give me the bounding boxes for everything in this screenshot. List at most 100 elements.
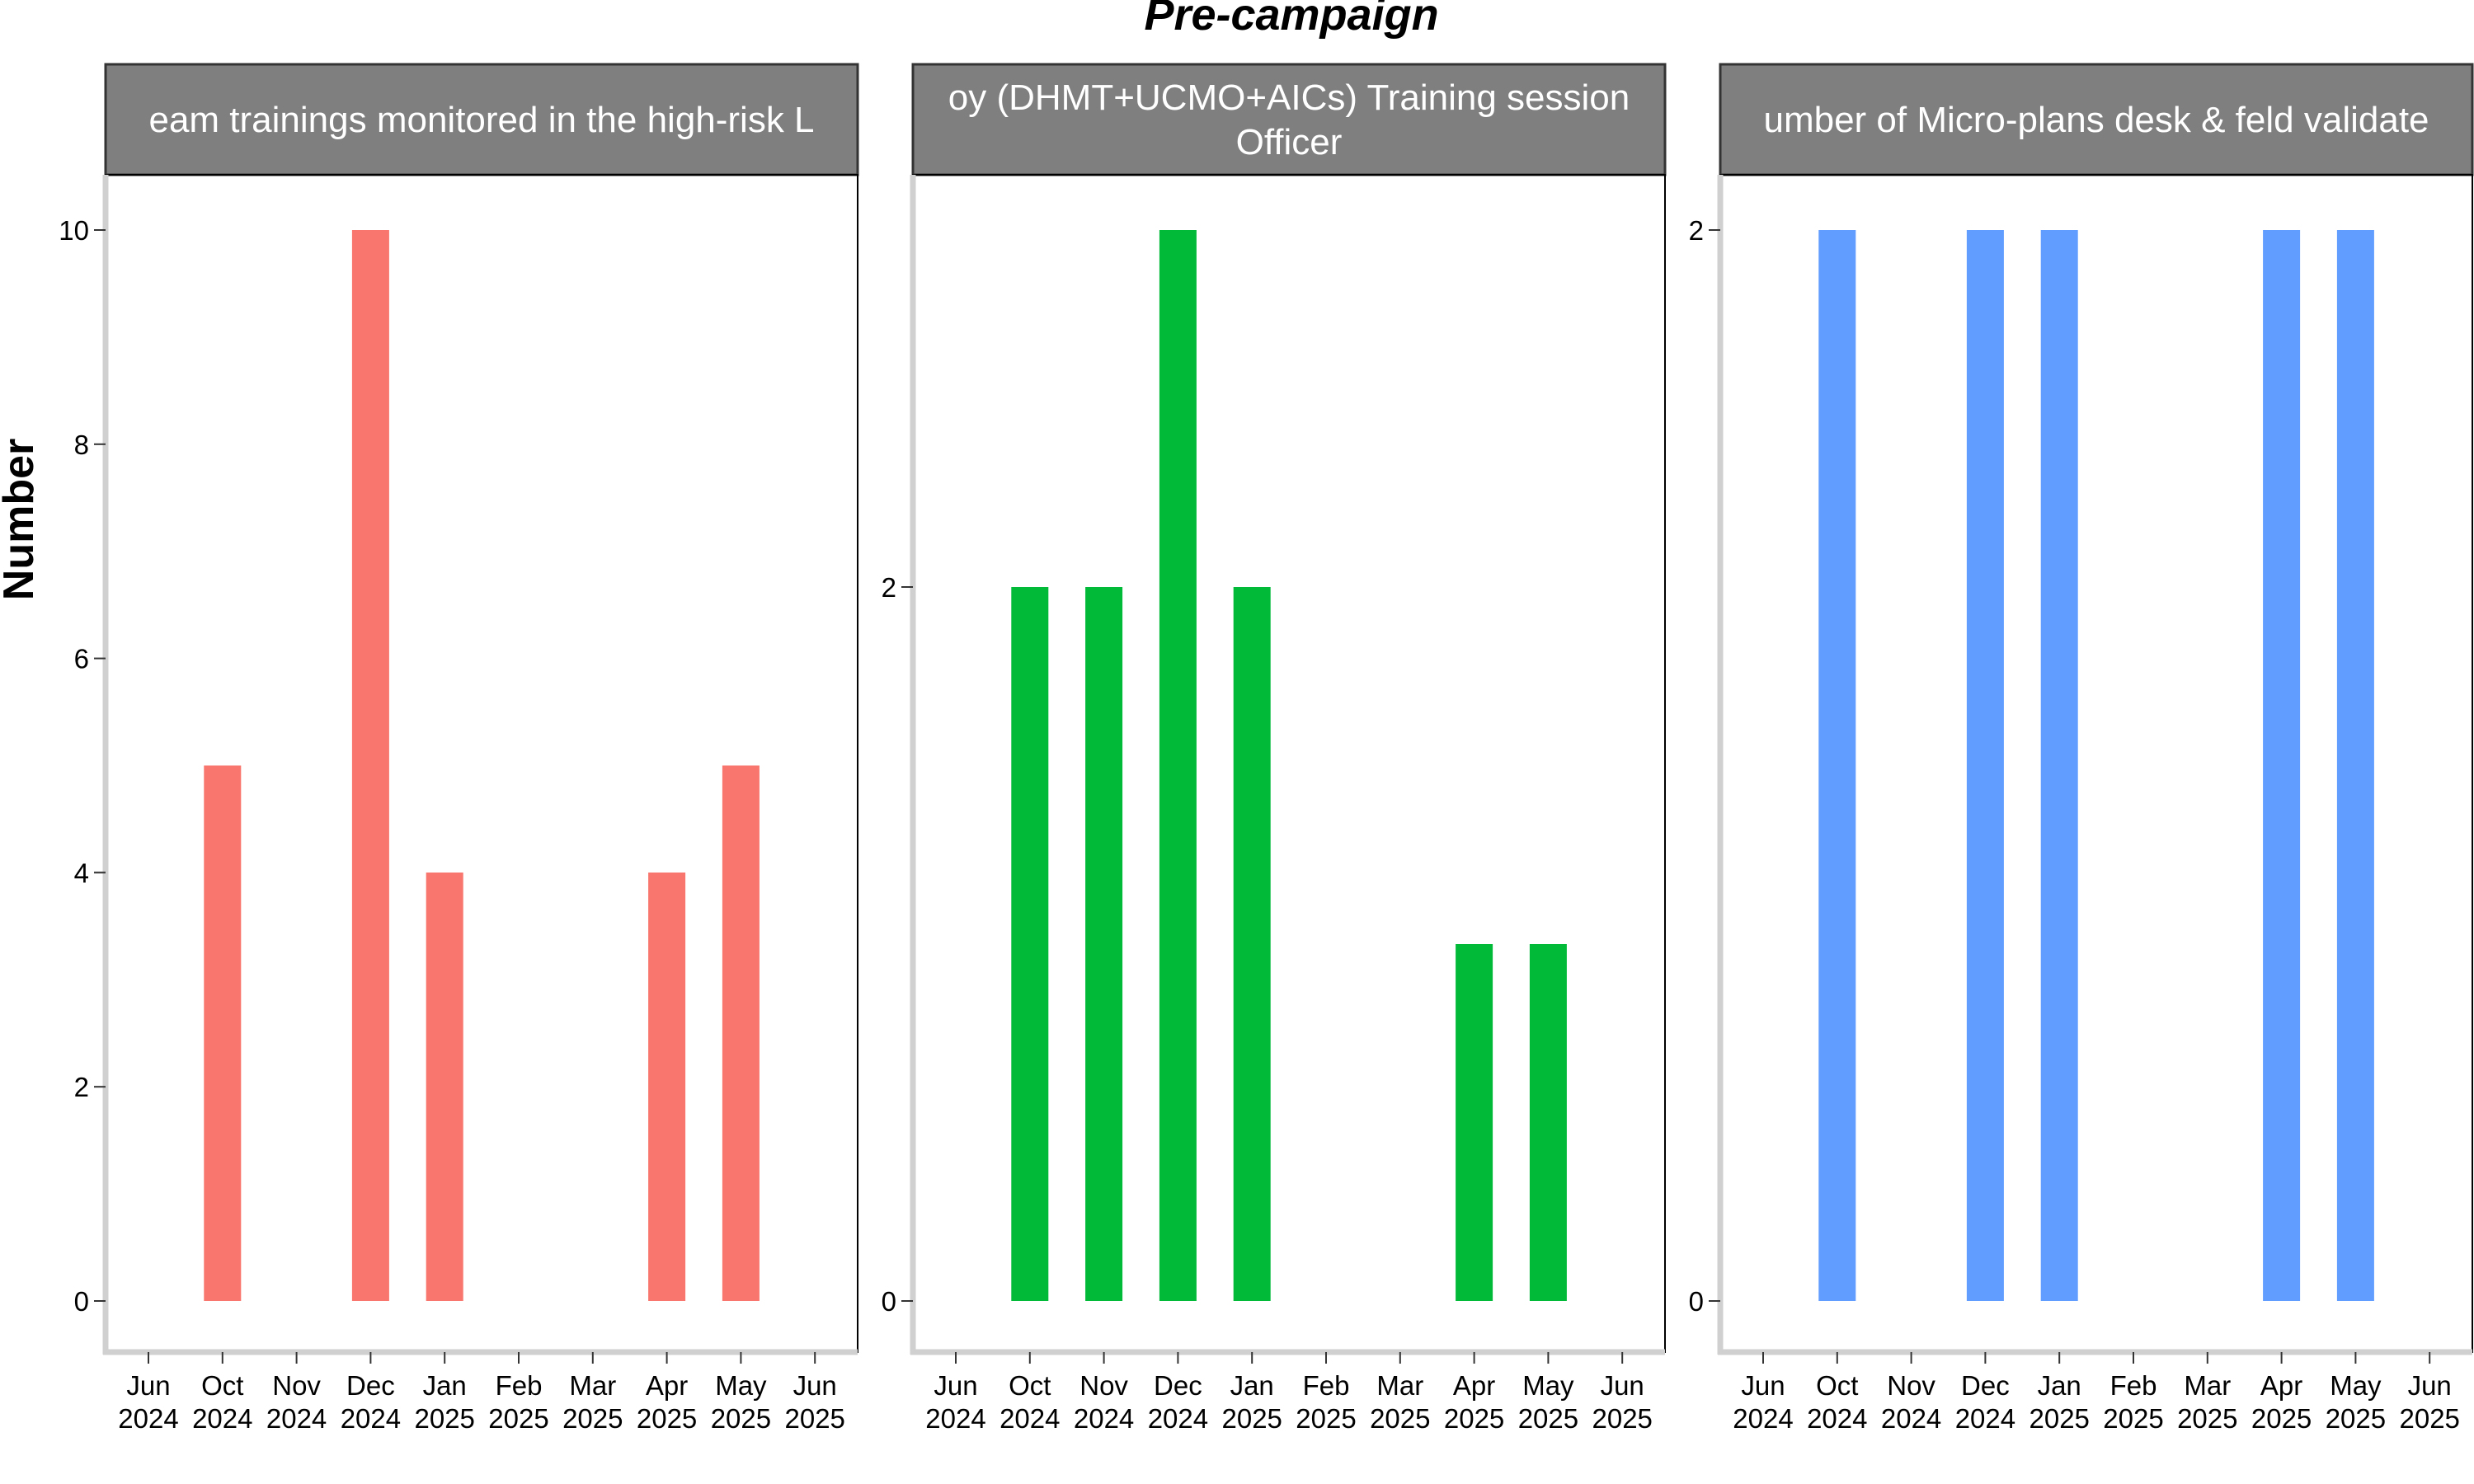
x-tick-year: 2025 bbox=[2029, 1403, 2089, 1434]
x-tick-year: 2024 bbox=[1733, 1403, 1793, 1434]
x-tick-year: 2025 bbox=[711, 1403, 771, 1434]
x-tick-year: 2024 bbox=[1074, 1403, 1134, 1434]
facet-strip-label: umber of Micro-plans desk & feld validat… bbox=[1763, 100, 2429, 140]
x-tick-month: Apr bbox=[2260, 1370, 2302, 1401]
y-tick-label: 2 bbox=[882, 572, 896, 603]
bar bbox=[648, 872, 686, 1301]
x-tick-month: Apr bbox=[1453, 1370, 1495, 1401]
x-tick-year: 2024 bbox=[1955, 1403, 2015, 1434]
x-tick-month: Oct bbox=[1816, 1370, 1858, 1401]
x-tick-month: Jun bbox=[126, 1370, 170, 1401]
x-tick-year: 2025 bbox=[637, 1403, 697, 1434]
x-tick-year: 2025 bbox=[1444, 1403, 1504, 1434]
bar bbox=[1456, 944, 1493, 1301]
bar bbox=[2336, 230, 2374, 1301]
x-tick-year: 2024 bbox=[1807, 1403, 1867, 1434]
y-tick-label: 0 bbox=[882, 1286, 896, 1317]
x-tick-year: 2025 bbox=[2103, 1403, 2163, 1434]
x-tick-month: Oct bbox=[201, 1370, 243, 1401]
x-tick-year: 2024 bbox=[1881, 1403, 1941, 1434]
x-tick-month: Dec bbox=[1961, 1370, 2010, 1401]
x-tick-year: 2025 bbox=[562, 1403, 623, 1434]
x-tick-year: 2025 bbox=[2251, 1403, 2312, 1434]
x-tick-year: 2024 bbox=[999, 1403, 1060, 1434]
bar bbox=[351, 230, 389, 1301]
facet-strip-label: Officer bbox=[1236, 122, 1343, 162]
x-tick-month: Jun bbox=[1741, 1370, 1785, 1401]
facet-strip-label: eam trainings monitored in the high-risk… bbox=[148, 100, 814, 140]
bar bbox=[1085, 587, 1123, 1301]
facet-strip bbox=[104, 63, 859, 176]
x-tick-month: Feb bbox=[496, 1370, 543, 1401]
x-tick-year: 2024 bbox=[1148, 1403, 1208, 1434]
x-tick-month: May bbox=[715, 1370, 767, 1401]
x-tick-year: 2025 bbox=[414, 1403, 474, 1434]
x-tick-month: Mar bbox=[569, 1370, 616, 1401]
x-tick-month: Jan bbox=[423, 1370, 467, 1401]
y-tick-label: 2 bbox=[1689, 215, 1704, 246]
y-axis-label: Number bbox=[0, 439, 43, 600]
x-tick-year: 2025 bbox=[784, 1403, 844, 1434]
x-tick-year: 2025 bbox=[488, 1403, 548, 1434]
chart-title: Pre-campaign bbox=[1144, 0, 1438, 40]
x-tick-month: Oct bbox=[1009, 1370, 1051, 1401]
x-tick-year: 2025 bbox=[1221, 1403, 1282, 1434]
x-tick-month: May bbox=[2330, 1370, 2382, 1401]
x-tick-year: 2025 bbox=[1518, 1403, 1578, 1434]
y-tick-label: 2 bbox=[74, 1072, 89, 1102]
bar bbox=[1529, 944, 1567, 1301]
x-tick-month: Nov bbox=[272, 1370, 321, 1401]
x-tick-year: 2024 bbox=[192, 1403, 252, 1434]
bar bbox=[2040, 230, 2078, 1301]
facet-panel-3: umber of Micro-plans desk & feld validat… bbox=[1689, 63, 2474, 1434]
bar bbox=[426, 872, 463, 1301]
x-tick-month: Nov bbox=[1887, 1370, 1935, 1401]
bar bbox=[1011, 587, 1049, 1301]
bar bbox=[1159, 230, 1197, 1301]
x-tick-month: Feb bbox=[2110, 1370, 2157, 1401]
x-tick-month: Mar bbox=[2184, 1370, 2231, 1401]
x-tick-year: 2024 bbox=[925, 1403, 985, 1434]
x-tick-month: Dec bbox=[346, 1370, 395, 1401]
facet-strip bbox=[1719, 63, 2474, 176]
y-tick-label: 6 bbox=[74, 644, 89, 674]
facet-panels: eam trainings monitored in the high-risk… bbox=[59, 63, 2474, 1434]
x-tick-month: Feb bbox=[1303, 1370, 1350, 1401]
x-tick-year: 2025 bbox=[2399, 1403, 2459, 1434]
x-tick-month: Jan bbox=[2038, 1370, 2081, 1401]
y-tick-label: 0 bbox=[74, 1286, 89, 1317]
x-tick-month: Jun bbox=[1601, 1370, 1644, 1401]
y-tick-label: 8 bbox=[74, 430, 89, 460]
x-tick-year: 2024 bbox=[118, 1403, 178, 1434]
bar bbox=[1233, 587, 1271, 1301]
facet-panel-1: eam trainings monitored in the high-risk… bbox=[59, 63, 859, 1434]
x-tick-year: 2025 bbox=[1592, 1403, 1652, 1434]
y-tick-label: 0 bbox=[1689, 1286, 1704, 1317]
x-tick-year: 2025 bbox=[2326, 1403, 2386, 1434]
x-tick-month: Jun bbox=[934, 1370, 977, 1401]
x-tick-month: Apr bbox=[646, 1370, 688, 1401]
x-tick-year: 2025 bbox=[2177, 1403, 2237, 1434]
bar bbox=[2263, 230, 2301, 1301]
bar bbox=[204, 765, 242, 1301]
bar bbox=[1818, 230, 1856, 1301]
x-tick-year: 2025 bbox=[1370, 1403, 1430, 1434]
facet-strip-label: oy (DHMT+UCMO+AICs) Training session bbox=[948, 77, 1630, 118]
facet-strip bbox=[911, 63, 1667, 176]
x-tick-month: Mar bbox=[1376, 1370, 1423, 1401]
x-tick-month: Jun bbox=[793, 1370, 837, 1401]
x-tick-month: Jan bbox=[1230, 1370, 1274, 1401]
x-tick-month: May bbox=[1522, 1370, 1574, 1401]
y-tick-label: 10 bbox=[59, 215, 89, 246]
x-tick-year: 2025 bbox=[1296, 1403, 1356, 1434]
bar bbox=[722, 765, 760, 1301]
x-tick-month: Dec bbox=[1154, 1370, 1202, 1401]
x-tick-year: 2024 bbox=[341, 1403, 401, 1434]
x-tick-month: Nov bbox=[1079, 1370, 1128, 1401]
x-tick-month: Jun bbox=[2408, 1370, 2452, 1401]
x-tick-year: 2024 bbox=[266, 1403, 327, 1434]
facet-panel-2: oy (DHMT+UCMO+AICs) Training sessionOffi… bbox=[882, 63, 1667, 1434]
bar bbox=[1966, 230, 2004, 1301]
y-tick-label: 4 bbox=[74, 857, 89, 888]
